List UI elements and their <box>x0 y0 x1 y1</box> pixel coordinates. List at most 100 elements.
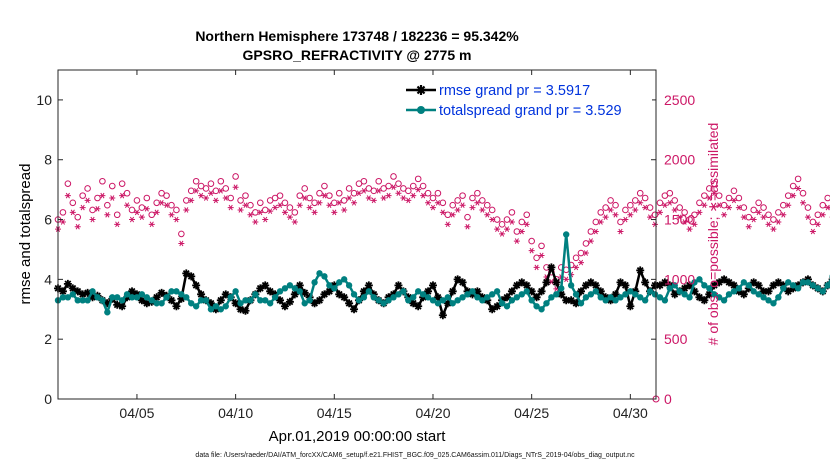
rmse-point <box>320 290 329 299</box>
totalspread-point <box>148 297 155 304</box>
possible-point <box>345 185 353 192</box>
totalspread-point <box>612 297 619 304</box>
assimilated-point <box>701 202 708 209</box>
possible-point <box>676 204 683 211</box>
assimilated-point <box>247 211 254 218</box>
possible-point <box>819 201 827 209</box>
possible-point <box>148 211 156 219</box>
assimilated-point <box>346 195 353 201</box>
assimilated-point <box>59 219 66 225</box>
y-tick-label: 6 <box>44 212 52 228</box>
possible-point <box>375 177 383 185</box>
totalspread-point <box>503 303 511 310</box>
rmse-point <box>448 287 457 296</box>
rmse-point <box>488 305 497 314</box>
assimilated-point <box>647 214 654 220</box>
assimilated-point <box>193 188 200 194</box>
rmse-point <box>280 302 289 311</box>
rmse-point <box>182 269 191 278</box>
rmse-point <box>591 281 600 290</box>
y2-tick-label: 0 <box>664 391 672 407</box>
totalspread-point <box>232 288 239 295</box>
assimilated-point <box>484 211 491 218</box>
legend-label-spread: totalspread grand pr = 3.529 <box>439 103 622 119</box>
possible-point <box>794 175 802 183</box>
possible-point <box>755 199 762 207</box>
rmse-point <box>276 296 285 305</box>
rmse-point <box>552 278 561 287</box>
y-tick-label: 8 <box>44 152 52 168</box>
assimilated-point <box>168 211 175 218</box>
assimilated-point <box>612 211 619 218</box>
assimilated-point <box>755 209 762 216</box>
totalspread-point <box>617 294 624 301</box>
rmse-point <box>542 278 551 287</box>
possible-point <box>301 185 309 192</box>
possible-point <box>237 197 244 204</box>
rmse-point <box>256 284 265 293</box>
assimilated-point <box>706 195 713 201</box>
assimilated-point <box>133 209 140 216</box>
possible-point <box>286 204 294 211</box>
possible-point <box>602 204 609 211</box>
possible-point <box>192 177 200 185</box>
totalspread-point <box>706 285 713 292</box>
rmse-point <box>266 287 275 296</box>
possible-point <box>419 182 427 190</box>
totalspread-point <box>577 300 585 307</box>
possible-point <box>789 182 797 190</box>
possible-point <box>395 180 402 187</box>
assimilated-point <box>740 214 747 220</box>
possible-point <box>94 194 101 202</box>
y2-tick-label: 2000 <box>664 152 695 168</box>
totalspread-point <box>59 294 67 301</box>
rmse-point <box>78 290 87 299</box>
possible-point <box>409 182 417 190</box>
totalspread-point <box>513 294 521 301</box>
totalspread-point <box>306 297 313 304</box>
totalspread-point <box>592 288 600 295</box>
rmse-point <box>655 281 664 290</box>
possible-point <box>360 177 368 185</box>
rmse-point <box>502 293 511 302</box>
possible-point <box>572 254 580 262</box>
x-tick-label: 04/20 <box>415 405 450 421</box>
rmse-point <box>572 299 581 308</box>
totalspread-point <box>178 291 185 298</box>
possible-point <box>390 173 397 180</box>
assimilated-point <box>582 250 589 256</box>
assimilated-point <box>444 221 451 228</box>
rmse-point <box>68 284 77 293</box>
assimilated-point <box>84 197 91 204</box>
assimilated-point <box>642 204 649 211</box>
y2-axis-label: # of obs: o=possible; ∗=assimilated <box>705 123 721 346</box>
totalspread-point <box>464 291 471 298</box>
possible-point <box>256 199 264 207</box>
totalspread-point <box>794 285 802 292</box>
possible-point <box>627 201 634 209</box>
possible-point <box>242 192 249 199</box>
assimilated-point <box>198 192 205 199</box>
possible-point <box>69 199 77 207</box>
possible-point <box>123 189 131 197</box>
totalspread-point <box>296 288 303 295</box>
totalspread-point <box>622 291 629 298</box>
possible-point <box>671 197 679 204</box>
totalspread-point <box>661 297 669 304</box>
totalspread-point <box>558 285 565 292</box>
totalspread-point <box>799 279 807 286</box>
possible-point <box>636 189 644 197</box>
assimilated-point <box>770 226 777 232</box>
totalspread-point <box>646 288 654 295</box>
totalspread-point <box>163 294 170 301</box>
footnote: data file: /Users/raeder/DAI/ATM_forcXX/… <box>195 452 635 459</box>
rmse-point <box>187 272 196 281</box>
rmse-point <box>285 297 294 306</box>
rmse-point <box>710 281 719 290</box>
assimilated-point <box>129 216 136 223</box>
assimilated-point <box>148 221 155 228</box>
possible-point <box>799 189 807 197</box>
totalspread-point <box>597 294 604 301</box>
totalspread-point <box>385 297 392 304</box>
rmse-point <box>241 306 250 315</box>
